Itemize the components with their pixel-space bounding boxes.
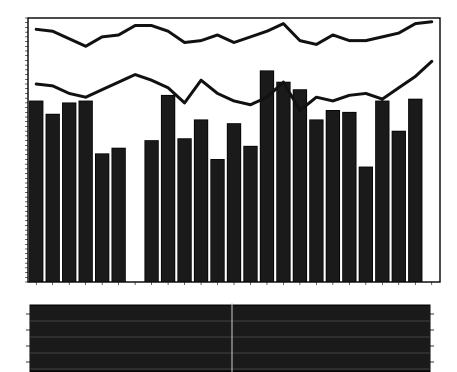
bar (29, 100, 44, 283)
bar (45, 113, 60, 283)
bar (391, 130, 406, 283)
sub-left-axis (26, 313, 30, 363)
sub-row-band (30, 338, 430, 352)
sub-right-axis (430, 313, 434, 363)
bar (144, 140, 159, 283)
bar (95, 153, 110, 283)
bar (408, 98, 423, 283)
sub-chart-rows (30, 306, 430, 370)
x-axis-ticks (35, 282, 433, 285)
series-line-2 (34, 59, 434, 112)
bar (177, 138, 192, 283)
bar (276, 81, 291, 283)
line-series (34, 20, 434, 112)
bar (375, 100, 390, 283)
sub-row-band (30, 306, 430, 320)
bar (62, 102, 77, 283)
bar (193, 119, 209, 283)
bar (243, 145, 258, 283)
bar (309, 119, 324, 283)
bar (111, 147, 126, 283)
bar (210, 159, 225, 283)
bar (342, 111, 357, 283)
bar (160, 94, 176, 283)
bar (358, 166, 373, 283)
bar (292, 89, 308, 283)
bar-series (29, 70, 423, 283)
bar (259, 70, 275, 283)
bar (78, 100, 93, 283)
y-axis-ticks (25, 17, 28, 283)
bar (226, 123, 242, 283)
sub-row-band (30, 354, 430, 368)
sub-row-band (30, 322, 430, 336)
series-line-1 (34, 20, 434, 48)
bar (325, 110, 341, 283)
